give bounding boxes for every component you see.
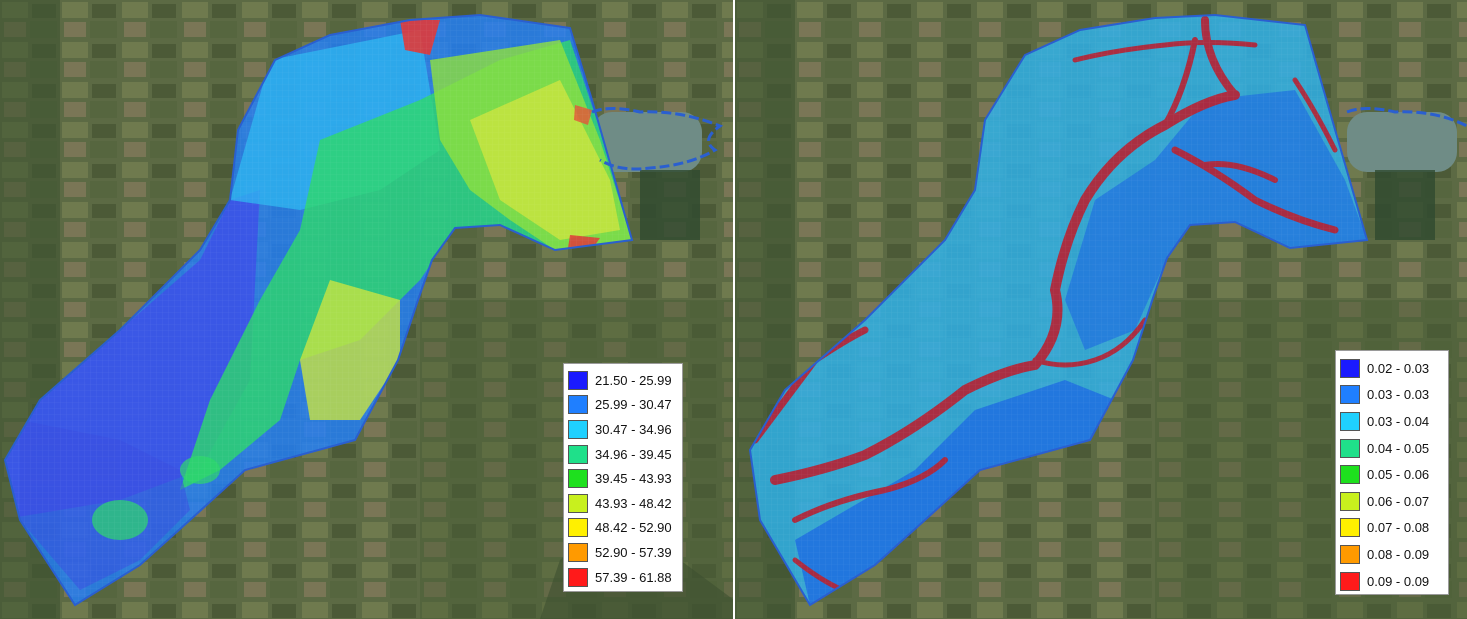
legend-entry: 48.42 - 52.90	[568, 516, 676, 541]
legend-entry: 0.07 - 0.08	[1340, 515, 1442, 542]
legend-swatch	[1340, 438, 1360, 458]
study-area-boundary	[3, 13, 634, 607]
legend-right: 0.02 - 0.03 0.03 - 0.03 0.03 - 0.04 0.04 - …	[1335, 350, 1449, 595]
legend-swatch	[568, 542, 588, 562]
map-panel-right[interactable]: 0.02 - 0.03 0.03 - 0.03 0.03 - 0.04 0.04 - …	[735, 0, 1467, 619]
legend-label: 0.03 - 0.03	[1367, 387, 1430, 403]
legend-label: 34.96 - 39.45	[595, 446, 672, 462]
legend-entry: 52.90 - 57.39	[568, 540, 676, 565]
reservoir-boundary	[591, 107, 724, 171]
legend-label: 0.06 - 0.07	[1367, 493, 1430, 509]
legend-label: 39.45 - 43.93	[595, 471, 672, 487]
legend-swatch	[568, 493, 588, 513]
legend-swatch	[1340, 491, 1360, 511]
legend-swatch	[568, 567, 588, 587]
legend-entry: 0.03 - 0.04	[1340, 408, 1442, 435]
legend-swatch	[1340, 385, 1360, 405]
legend-label: 0.07 - 0.08	[1367, 520, 1430, 536]
legend-swatch	[568, 419, 588, 439]
reservoir	[1347, 112, 1457, 172]
legend-label: 48.42 - 52.90	[595, 520, 672, 536]
legend-entry: 39.45 - 43.93	[568, 466, 676, 491]
reservoir-boundary	[1346, 107, 1467, 128]
legend-label: 0.02 - 0.03	[1367, 360, 1430, 376]
reservoir	[592, 112, 702, 172]
legend-label: 30.47 - 34.96	[595, 421, 672, 437]
legend-label: 0.05 - 0.06	[1367, 467, 1430, 483]
legend-entry: 57.39 - 61.88	[568, 565, 676, 590]
legend-swatch	[1340, 571, 1360, 591]
legend-entry: 0.08 - 0.09	[1340, 541, 1442, 568]
panel-divider	[733, 0, 735, 619]
study-area-boundary	[748, 13, 1369, 607]
satellite-map-left	[0, 0, 734, 619]
legend-swatch	[568, 444, 588, 464]
legend-label: 57.39 - 61.88	[595, 569, 672, 585]
legend-entry: 43.93 - 48.42	[568, 491, 676, 516]
legend-swatch	[568, 395, 588, 415]
legend-entry: 0.02 - 0.03	[1340, 355, 1442, 382]
legend-entry: 0.05 - 0.06	[1340, 461, 1442, 488]
legend-entry: 34.96 - 39.45	[568, 442, 676, 467]
legend-entry: 0.09 - 0.09	[1340, 568, 1442, 595]
legend-swatch	[1340, 518, 1360, 538]
legend-entry: 0.04 - 0.05	[1340, 435, 1442, 462]
legend-label: 0.04 - 0.05	[1367, 440, 1430, 456]
legend-label: 25.99 - 30.47	[595, 397, 672, 413]
legend-label: 0.03 - 0.04	[1367, 413, 1430, 429]
legend-label: 21.50 - 25.99	[595, 372, 672, 388]
legend-label: 0.09 - 0.09	[1367, 573, 1430, 589]
legend-entry: 21.50 - 25.99	[568, 368, 676, 393]
legend-label: 43.93 - 48.42	[595, 495, 672, 511]
legend-entry: 0.06 - 0.07	[1340, 488, 1442, 515]
legend-entry: 0.03 - 0.03	[1340, 382, 1442, 409]
legend-entry: 30.47 - 34.96	[568, 417, 676, 442]
legend-swatch	[1340, 544, 1360, 564]
legend-entry: 25.99 - 30.47	[568, 393, 676, 418]
legend-swatch	[1340, 358, 1360, 378]
legend-swatch	[568, 370, 588, 390]
legend-swatch	[568, 518, 588, 538]
map-panel-left[interactable]: 21.50 - 25.99 25.99 - 30.47 30.47 - 34.96 3…	[0, 0, 734, 619]
legend-swatch	[568, 469, 588, 489]
legend-left: 21.50 - 25.99 25.99 - 30.47 30.47 - 34.96 3…	[563, 363, 683, 592]
legend-swatch	[1340, 465, 1360, 485]
legend-label: 52.90 - 57.39	[595, 544, 672, 560]
legend-swatch	[1340, 411, 1360, 431]
legend-label: 0.08 - 0.09	[1367, 546, 1430, 562]
